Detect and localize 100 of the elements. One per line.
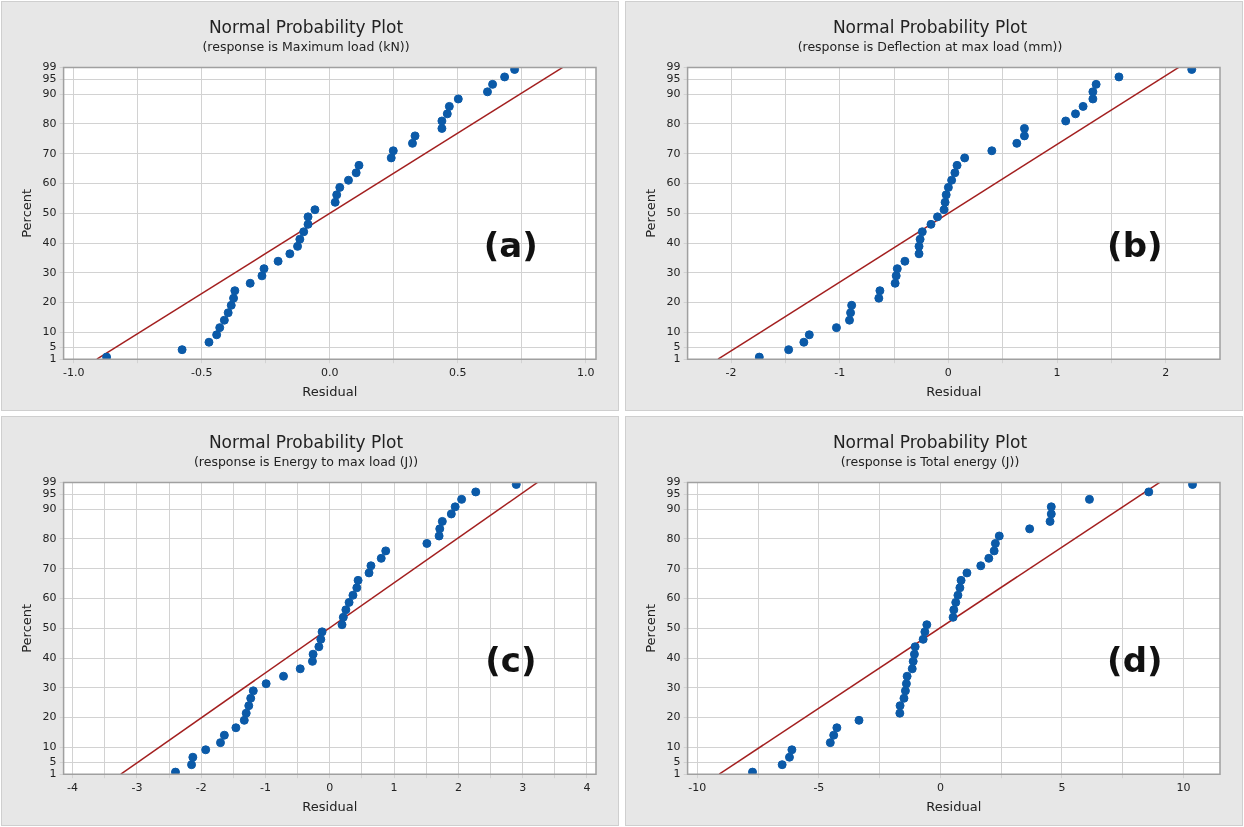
- point: [920, 627, 930, 637]
- x-tick-label: -4: [67, 780, 79, 794]
- point: [941, 190, 951, 200]
- point: [891, 271, 901, 281]
- y-tick-label: 30: [42, 265, 57, 279]
- point: [261, 679, 271, 689]
- point: [907, 664, 917, 674]
- point: [488, 79, 498, 89]
- point: [241, 708, 251, 718]
- x-tick-label: -3: [131, 780, 143, 794]
- point: [1084, 494, 1094, 504]
- point: [239, 715, 249, 725]
- point: [1188, 482, 1198, 489]
- point: [299, 227, 309, 237]
- point: [784, 752, 794, 762]
- x-tick-label: -1: [834, 365, 846, 379]
- point: [1019, 123, 1029, 133]
- x-tick-label: 2: [1162, 365, 1170, 379]
- y-tick-label: 1: [49, 767, 57, 781]
- point: [787, 745, 797, 755]
- point: [453, 94, 463, 104]
- x-axis-title: Residual: [926, 383, 982, 399]
- point: [450, 502, 460, 512]
- point: [900, 686, 910, 696]
- y-tick-label: 5: [49, 340, 57, 354]
- y-tick-label: 90: [42, 87, 57, 101]
- point: [212, 330, 222, 340]
- point: [1114, 72, 1124, 82]
- point: [215, 323, 225, 333]
- point: [303, 219, 313, 229]
- y-tick-label: 95: [666, 72, 681, 86]
- x-tick-label: 0: [326, 780, 334, 794]
- y-tick-label: 90: [666, 502, 681, 516]
- x-axis-title: Residual: [302, 798, 358, 814]
- point: [854, 715, 864, 725]
- point: [511, 482, 521, 489]
- y-tick-label: 90: [666, 87, 681, 101]
- point: [987, 146, 997, 156]
- chart-title: Normal Probability Plot: [832, 431, 1028, 452]
- y-tick-label: 99: [42, 475, 57, 489]
- y-tick-label: 20: [666, 295, 681, 309]
- point: [799, 337, 809, 347]
- y-tick-label: 5: [673, 755, 681, 769]
- point: [1061, 116, 1071, 126]
- point: [976, 561, 986, 571]
- y-tick-label: 50: [42, 206, 57, 220]
- point: [989, 546, 999, 556]
- y-tick-label: 70: [666, 561, 681, 575]
- point: [510, 67, 520, 74]
- point: [434, 531, 444, 541]
- point: [348, 590, 358, 600]
- point: [846, 308, 856, 318]
- point: [381, 546, 391, 556]
- point: [246, 693, 256, 703]
- point: [310, 205, 320, 215]
- x-tick-label: 5: [1058, 780, 1066, 794]
- y-tick-label: 20: [42, 710, 57, 724]
- point: [910, 642, 920, 652]
- y-tick-label: 99: [666, 60, 681, 74]
- point: [285, 249, 295, 259]
- point: [990, 538, 1000, 548]
- point: [444, 101, 454, 111]
- point: [784, 345, 794, 355]
- point: [948, 612, 958, 622]
- annotation: (b): [1107, 225, 1163, 266]
- y-tick-label: 60: [666, 591, 681, 605]
- point: [332, 190, 342, 200]
- x-tick-label: 1.0: [577, 365, 595, 379]
- point: [825, 738, 835, 748]
- x-tick-label: -1.0: [63, 365, 85, 379]
- point: [201, 745, 211, 755]
- x-tick-label: -0.5: [191, 365, 213, 379]
- point: [437, 116, 447, 126]
- point: [364, 568, 374, 578]
- point: [895, 701, 905, 711]
- point: [317, 627, 327, 637]
- point: [279, 671, 288, 681]
- x-tick-label: -2: [195, 780, 207, 794]
- point: [471, 487, 481, 497]
- point: [316, 634, 326, 644]
- y-tick-label: 20: [666, 710, 681, 724]
- point: [955, 583, 965, 593]
- point: [950, 168, 960, 178]
- point: [1012, 138, 1022, 148]
- point: [354, 160, 364, 170]
- point: [457, 494, 467, 504]
- point: [500, 72, 510, 82]
- point: [338, 612, 348, 622]
- y-tick-label: 99: [42, 60, 57, 74]
- point: [231, 723, 241, 733]
- point: [890, 278, 900, 288]
- y-tick-label: 70: [42, 561, 57, 575]
- point: [892, 264, 902, 274]
- point: [901, 679, 911, 689]
- point: [832, 723, 842, 733]
- point: [223, 308, 233, 318]
- y-tick-label: 95: [42, 487, 57, 501]
- y-tick-label: 60: [42, 176, 57, 190]
- x-tick-label: 1: [390, 780, 398, 794]
- y-tick-label: 5: [673, 340, 681, 354]
